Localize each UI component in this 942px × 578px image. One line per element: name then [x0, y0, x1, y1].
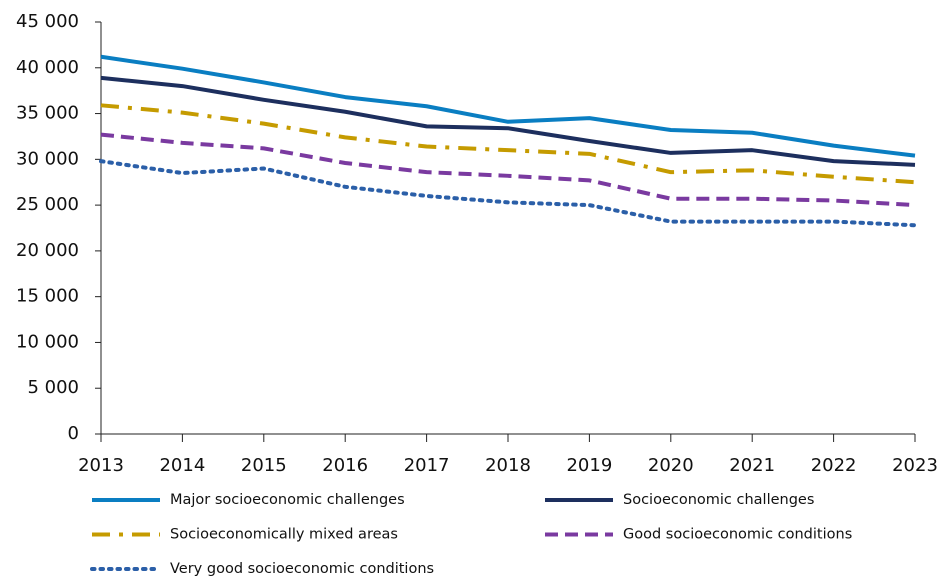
- series-line: [100, 132, 916, 208]
- y-tick-label: 40 000: [16, 57, 79, 78]
- x-tick-label: 2015: [241, 455, 287, 476]
- series-line: [100, 103, 916, 185]
- legend-label: Socioeconomically mixed areas: [170, 527, 398, 543]
- x-tick-label: 2019: [566, 455, 612, 476]
- x-tick-label: 2013: [78, 455, 124, 476]
- legend-label: Socioeconomic challenges: [623, 492, 814, 508]
- series-line: [100, 75, 916, 167]
- x-tick-label: 2023: [892, 455, 938, 476]
- x-tick-label: 2014: [159, 455, 205, 476]
- y-tick-label: 5 000: [27, 377, 79, 398]
- x-tick-label: 2017: [404, 455, 450, 476]
- x-tick-label: 2021: [729, 455, 775, 476]
- y-tick-label: 10 000: [16, 331, 79, 352]
- y-tick-label: 45 000: [16, 11, 79, 32]
- x-tick-label: 2016: [322, 455, 368, 476]
- legend-label: Good socioeconomic conditions: [623, 527, 852, 543]
- x-tick-label: 2018: [485, 455, 531, 476]
- legend-label: Major socioeconomic challenges: [170, 492, 405, 508]
- x-tick-label: 2022: [811, 455, 857, 476]
- series-line: [99, 159, 917, 228]
- y-tick-label: 0: [68, 423, 79, 444]
- y-tick-label: 15 000: [16, 286, 79, 307]
- x-tick-label: 2020: [648, 455, 694, 476]
- y-tick-label: 30 000: [16, 148, 79, 169]
- y-tick-label: 35 000: [16, 103, 79, 124]
- legend-label: Very good socioeconomic conditions: [170, 561, 434, 577]
- y-tick-label: 25 000: [16, 194, 79, 215]
- y-tick-label: 20 000: [16, 240, 79, 261]
- series-line: [100, 54, 916, 158]
